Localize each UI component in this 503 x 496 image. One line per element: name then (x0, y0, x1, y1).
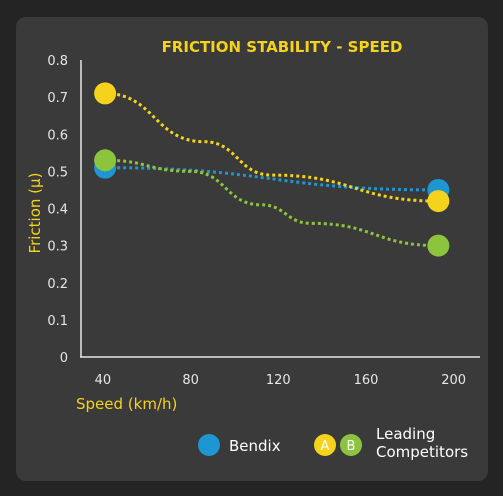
x-axis-label: Speed (km/h) (76, 395, 177, 413)
y-tick-label: 0.1 (47, 314, 68, 329)
y-tick-label: 0.6 (47, 128, 68, 143)
y-axis-label: Friction (μ) (26, 173, 44, 254)
y-tick-labels: 0 0.1 0.2 0.3 0.4 0.5 0.6 0.7 0.8 (47, 54, 68, 366)
series-points (94, 82, 450, 257)
legend: Bendix A B Leading Competitors (198, 425, 468, 461)
data-point-a (427, 190, 450, 213)
y-tick-label: 0.5 (47, 165, 68, 180)
legend-a-badge: A (321, 439, 330, 454)
y-tick-label: 0.4 (47, 203, 68, 218)
legend-bendix-label: Bendix (229, 437, 281, 455)
x-tick-labels: 40 80 120 160 200 (95, 373, 466, 388)
y-tick-label: 0.7 (47, 91, 68, 106)
data-point-b (94, 149, 117, 172)
legend-a-marker (314, 434, 336, 456)
legend-competitors-line1: Leading (376, 425, 435, 443)
data-point-a (94, 82, 117, 105)
chart-title: FRICTION STABILITY - SPEED (162, 38, 403, 56)
y-tick-label: 0 (60, 351, 68, 366)
x-tick-label: 200 (441, 373, 466, 388)
x-tick-label: 160 (354, 373, 379, 388)
y-tick-label: 0.8 (47, 54, 68, 69)
data-point-b (427, 234, 450, 257)
series-line-bendix (105, 166, 439, 192)
legend-bendix-marker (198, 434, 220, 456)
x-tick-label: 80 (182, 373, 199, 388)
x-tick-label: 120 (266, 373, 291, 388)
y-tick-label: 0.2 (47, 277, 68, 292)
y-tick-label: 0.3 (47, 240, 68, 255)
series-lines (105, 91, 439, 248)
legend-b-marker (340, 434, 362, 456)
series-line-a (105, 91, 439, 203)
legend-competitors-line2: Competitors (376, 443, 468, 461)
x-tick-label: 40 (95, 373, 112, 388)
series-line-b (105, 158, 439, 248)
legend-b-badge: B (347, 439, 356, 454)
